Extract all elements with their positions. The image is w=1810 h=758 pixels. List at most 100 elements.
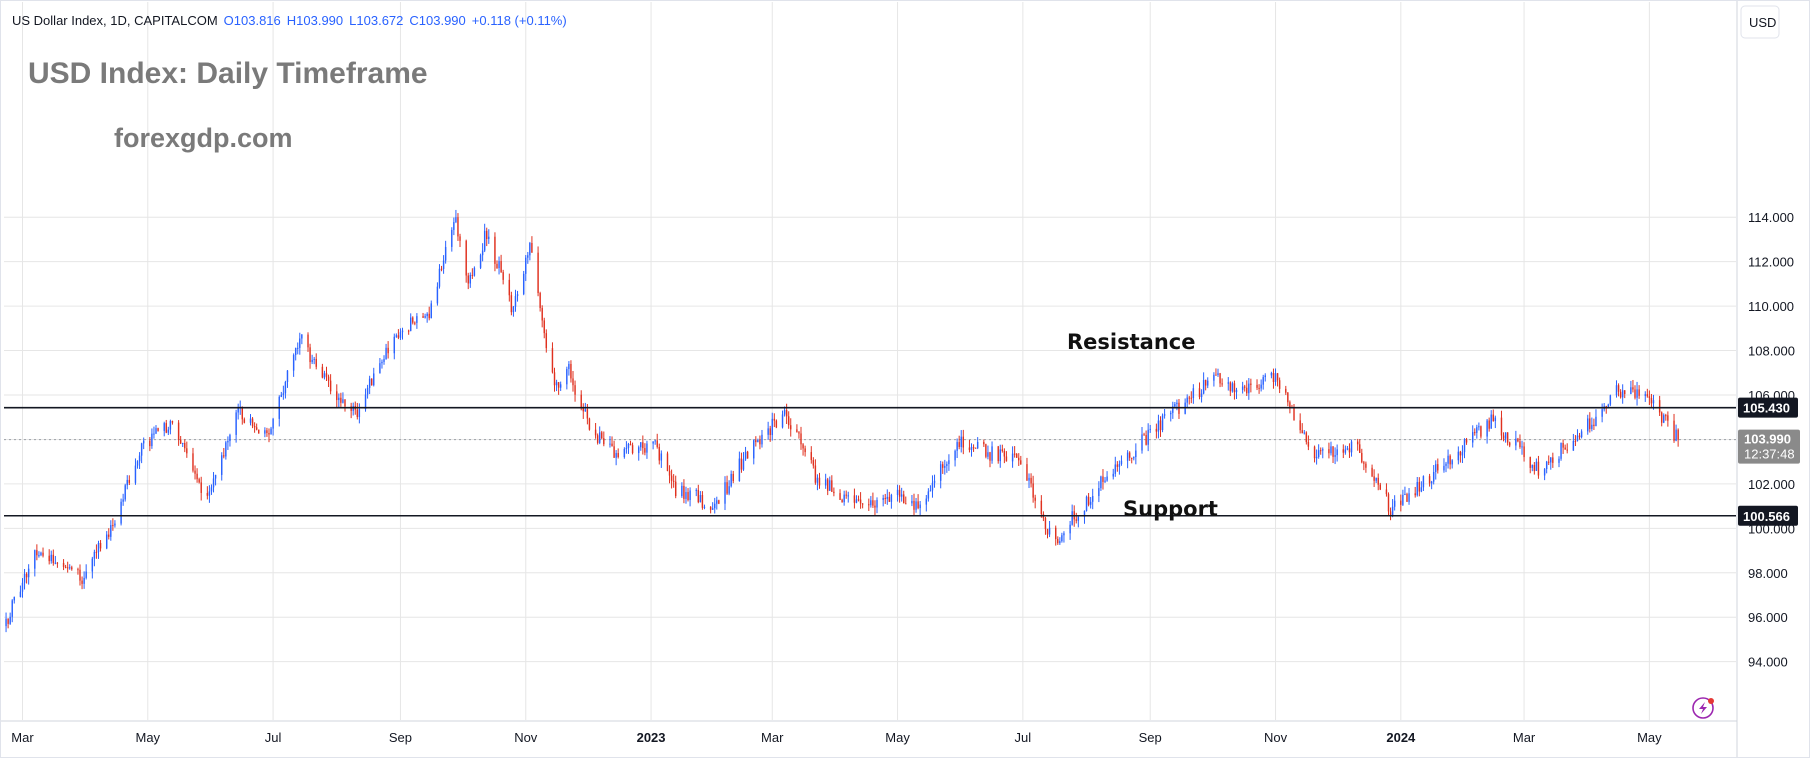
- candle-body: [709, 506, 712, 510]
- candle: [543, 317, 545, 339]
- candle: [272, 417, 274, 436]
- candle-body: [167, 429, 170, 433]
- candle-body: [1285, 388, 1287, 393]
- candle-body: [876, 499, 878, 508]
- candle-body: [350, 406, 352, 411]
- candle: [826, 477, 829, 496]
- candle: [1032, 475, 1034, 503]
- candle-body: [223, 455, 225, 457]
- candle-body: [1246, 387, 1248, 394]
- candle: [718, 499, 720, 505]
- candle-body: [407, 330, 410, 332]
- candle-body: [987, 452, 989, 457]
- candle-body: [1346, 448, 1349, 450]
- candle: [642, 435, 644, 455]
- candle: [444, 240, 447, 264]
- candle-body: [7, 618, 9, 624]
- candle: [1457, 446, 1460, 465]
- candle: [654, 440, 656, 445]
- candle-body: [1506, 432, 1509, 443]
- candle-body: [826, 479, 829, 491]
- candle-body: [644, 448, 646, 453]
- candle-body: [1087, 496, 1090, 505]
- candle-body: [327, 376, 330, 381]
- candle: [1322, 447, 1324, 459]
- candle-body: [1356, 441, 1359, 445]
- candle: [1624, 390, 1626, 399]
- countdown-text: 12:37:48: [1744, 447, 1795, 462]
- lightning-icon[interactable]: [1692, 697, 1714, 719]
- candle-body: [1116, 464, 1119, 467]
- candle-body: [1305, 432, 1308, 442]
- candle: [1531, 464, 1534, 472]
- candle-body: [1030, 477, 1032, 484]
- candle: [728, 480, 730, 496]
- candle: [50, 550, 52, 564]
- price-tick-label: 96.000: [1748, 610, 1788, 625]
- candle-body: [529, 243, 531, 256]
- candle: [1406, 492, 1408, 502]
- candle: [494, 232, 496, 272]
- candle: [831, 475, 833, 493]
- candle-body: [884, 497, 886, 499]
- candle: [62, 559, 65, 571]
- candle: [1638, 385, 1640, 399]
- candle-body: [615, 453, 617, 458]
- candle: [1545, 460, 1548, 474]
- candle: [1500, 410, 1503, 441]
- candle-body: [1471, 432, 1474, 443]
- candle: [812, 457, 815, 469]
- candle: [516, 290, 519, 302]
- candle: [99, 540, 102, 552]
- candle-body: [1605, 406, 1607, 408]
- candle: [1420, 481, 1423, 493]
- price-axis-background[interactable]: [1738, 0, 1810, 758]
- candle-body: [1077, 516, 1080, 521]
- candle: [1091, 488, 1094, 510]
- candle-body: [1322, 449, 1324, 451]
- candle-body: [469, 274, 472, 284]
- candle: [601, 430, 603, 440]
- candle-body: [1149, 428, 1151, 430]
- candle-body: [1447, 455, 1449, 464]
- currency-button[interactable]: USD: [1740, 5, 1780, 39]
- candle-body: [1350, 441, 1353, 453]
- candle-body: [1593, 424, 1595, 426]
- candle: [370, 378, 373, 386]
- candle-body: [284, 381, 287, 394]
- candle-body: [1176, 402, 1178, 405]
- candle: [85, 564, 87, 580]
- candle: [510, 291, 513, 316]
- candle-body: [23, 573, 26, 583]
- close-value: C103.990: [409, 13, 465, 28]
- candle-body: [785, 410, 788, 417]
- candle-body: [257, 429, 260, 434]
- candle-body: [500, 261, 502, 273]
- candle-body: [927, 491, 930, 499]
- candle: [839, 489, 841, 500]
- candle: [430, 300, 432, 319]
- candle: [192, 447, 194, 473]
- candle: [479, 253, 482, 270]
- candle-body: [568, 363, 570, 370]
- candle: [66, 561, 69, 573]
- candle-body: [541, 308, 543, 321]
- candle: [623, 447, 626, 459]
- candle-body: [1190, 397, 1193, 399]
- candle-body: [1502, 435, 1505, 439]
- candle-body: [769, 428, 771, 436]
- candle: [1677, 428, 1679, 447]
- candle-body: [227, 441, 229, 443]
- candle: [773, 413, 776, 428]
- candle: [280, 391, 283, 398]
- candle: [344, 399, 346, 412]
- candle: [1660, 411, 1663, 427]
- candle: [539, 291, 541, 312]
- candle: [1422, 475, 1425, 491]
- candle-body: [1537, 461, 1540, 476]
- candle-body: [1663, 415, 1665, 423]
- candle: [459, 233, 461, 248]
- candle: [898, 485, 901, 503]
- candle-body: [687, 492, 689, 500]
